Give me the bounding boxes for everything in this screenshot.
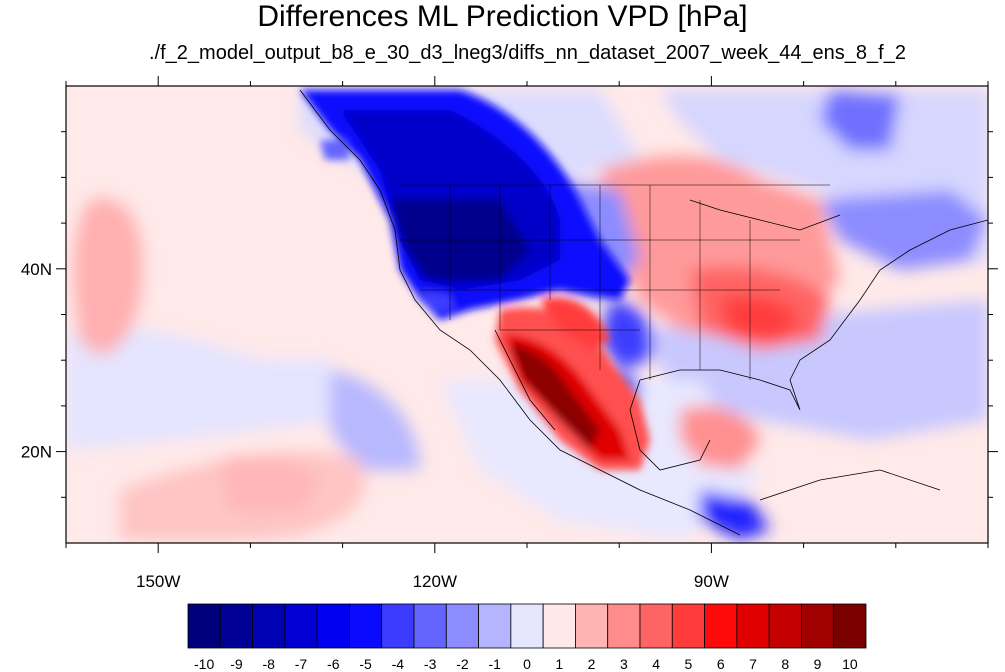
colorbar-swatch <box>349 603 383 649</box>
colorbar-swatch <box>575 603 609 649</box>
colorbar-swatch <box>252 603 286 649</box>
y-tick-label: 40N <box>21 260 52 279</box>
colorbar-label: 9 <box>814 656 822 672</box>
colorbar-label: 8 <box>781 656 789 672</box>
colorbar-swatch <box>736 603 770 649</box>
colorbar-swatch <box>445 603 479 649</box>
colorbar-label: 7 <box>749 656 757 672</box>
colorbar-label: 5 <box>685 656 693 672</box>
colorbar-label: -9 <box>230 656 243 672</box>
colorbar-label: 2 <box>588 656 596 672</box>
colorbar-swatch <box>316 603 350 649</box>
colorbar-swatch <box>639 603 673 649</box>
colorbar-label: -2 <box>456 656 469 672</box>
colorbar-label: 10 <box>842 656 858 672</box>
colorbar-swatch <box>478 603 512 649</box>
map-title: Differences ML Prediction VPD [hPa] <box>257 0 748 33</box>
colorbar-label: 3 <box>620 656 628 672</box>
colorbar-label: 6 <box>717 656 725 672</box>
colorbar-swatch <box>801 603 835 649</box>
colorbar-swatch <box>704 603 738 649</box>
colorbar-swatch <box>768 603 802 649</box>
colorbar-label: 1 <box>555 656 563 672</box>
colorbar-label: -6 <box>327 656 340 672</box>
colorbar-label: 4 <box>652 656 660 672</box>
coastlines <box>299 89 988 536</box>
x-tick-label: 150W <box>136 572 180 591</box>
y-tick-label: 20N <box>21 443 52 462</box>
colorbar-swatch <box>833 603 867 649</box>
colorbar-swatch <box>607 603 641 649</box>
state-borders <box>400 184 830 380</box>
colorbar-label: -7 <box>295 656 308 672</box>
x-tick-label: 90W <box>694 572 729 591</box>
y-axis: 40N 20N <box>21 131 998 498</box>
map-subtitle: ./f_2_model_output_b8_e_30_d3_lneg3/diff… <box>149 42 906 64</box>
colorbar-label: -4 <box>392 656 405 672</box>
colorbar-swatch <box>542 603 576 649</box>
colorbar-label: -10 <box>194 656 214 672</box>
colorbar-label: -1 <box>488 656 501 672</box>
colorbar-label: -5 <box>359 656 372 672</box>
vpd-difference-field <box>66 86 988 543</box>
colorbar-swatch <box>381 603 415 649</box>
colorbar-label: 0 <box>523 656 531 672</box>
x-tick-label: 120W <box>413 572 457 591</box>
colorbar-swatch <box>187 603 221 649</box>
colorbar-label: -8 <box>262 656 275 672</box>
colorbar-swatch <box>671 603 705 649</box>
colorbar: -10 -9 -8 -7 -6 -5 -4 -3 -2 -1 0 1 2 3 4 5 6 7 8 9 10 <box>187 603 867 672</box>
colorbar-swatch <box>413 603 447 649</box>
colorbar-label: -3 <box>424 656 437 672</box>
x-axis: 150W 120W 90W <box>65 76 989 591</box>
colorbar-swatch <box>510 603 544 649</box>
colorbar-swatch <box>219 603 253 649</box>
colorbar-swatch <box>284 603 318 649</box>
